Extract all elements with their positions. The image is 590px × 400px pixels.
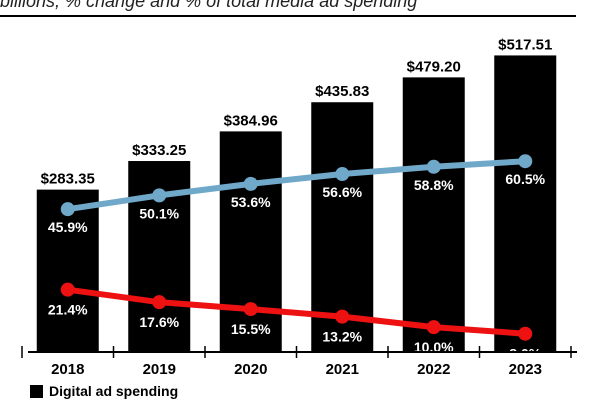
share-of-total-label-2020: 53.6% bbox=[231, 194, 271, 210]
x-tick-label-2023: 2023 bbox=[509, 361, 542, 378]
percent-change-label-2020: 15.5% bbox=[231, 321, 271, 337]
share-of-total-label-2023: 60.5% bbox=[505, 171, 545, 187]
x-tick-label-2021: 2021 bbox=[326, 361, 359, 378]
percent-change-line bbox=[64, 286, 529, 337]
bar-value-label-2020: $384.96 bbox=[224, 112, 278, 129]
labels-layer: $283.35 $333.25 $384.96 $435.83 $479.20 $517.… bbox=[41, 36, 553, 361]
legend-swatch-digital-ad-spending bbox=[30, 384, 43, 398]
share-of-total-point-2020 bbox=[243, 176, 258, 191]
bar-value-label-2019: $333.25 bbox=[132, 142, 186, 159]
bar-value-label-2022: $479.20 bbox=[407, 58, 461, 75]
percent-change-label-2023: 8.0% bbox=[509, 346, 541, 362]
bar-2023 bbox=[494, 55, 557, 352]
x-tick-label-2022: 2022 bbox=[417, 361, 450, 378]
bars-layer bbox=[36, 55, 557, 353]
header-rule bbox=[0, 15, 576, 17]
chart-subtitle: billions, % change and % of total media … bbox=[0, 0, 418, 11]
percent-change-point-2023 bbox=[518, 326, 533, 341]
legend: Digital ad spending bbox=[30, 383, 178, 399]
share-of-total-point-2018 bbox=[60, 202, 75, 217]
percent-change-point-2022 bbox=[426, 320, 441, 335]
legend-label-digital-ad-spending: Digital ad spending bbox=[49, 383, 179, 399]
percent-change-point-2019 bbox=[152, 295, 167, 310]
share-of-total-point-2019 bbox=[152, 188, 167, 203]
percent-change-label-2021: 13.2% bbox=[322, 329, 362, 345]
share-of-total-label-2022: 58.8% bbox=[414, 177, 454, 193]
share-of-total-label-2018: 45.9% bbox=[48, 219, 88, 235]
x-tick-label-2020: 2020 bbox=[234, 361, 267, 378]
bar-value-label-2018: $283.35 bbox=[41, 171, 95, 188]
percent-change-point-2021 bbox=[335, 309, 350, 324]
share-of-total-label-2019: 50.1% bbox=[139, 205, 179, 221]
x-tick-label-2018: 2018 bbox=[51, 361, 84, 378]
percent-change-label-2018: 21.4% bbox=[48, 302, 88, 318]
share-of-total-line bbox=[64, 158, 529, 213]
share-of-total-point-2023 bbox=[518, 154, 533, 169]
x-axis-ticks: 2018 2019 2020 2021 2022 2023 bbox=[21, 346, 572, 378]
bar-2018 bbox=[36, 189, 99, 352]
percent-change-point-2018 bbox=[60, 282, 75, 297]
bar-value-label-2023: $517.51 bbox=[498, 36, 552, 53]
x-tick-label-2019: 2019 bbox=[143, 361, 176, 378]
lines-layer bbox=[60, 154, 533, 341]
bar-2020 bbox=[219, 131, 282, 352]
percent-change-label-2019: 17.6% bbox=[139, 314, 179, 330]
bar-value-label-2021: $435.83 bbox=[315, 83, 369, 100]
bar-2022 bbox=[402, 77, 465, 353]
share-of-total-point-2022 bbox=[426, 159, 441, 174]
share-of-total-label-2021: 56.6% bbox=[322, 184, 362, 200]
percent-change-point-2020 bbox=[243, 302, 258, 317]
share-of-total-point-2021 bbox=[335, 167, 350, 182]
